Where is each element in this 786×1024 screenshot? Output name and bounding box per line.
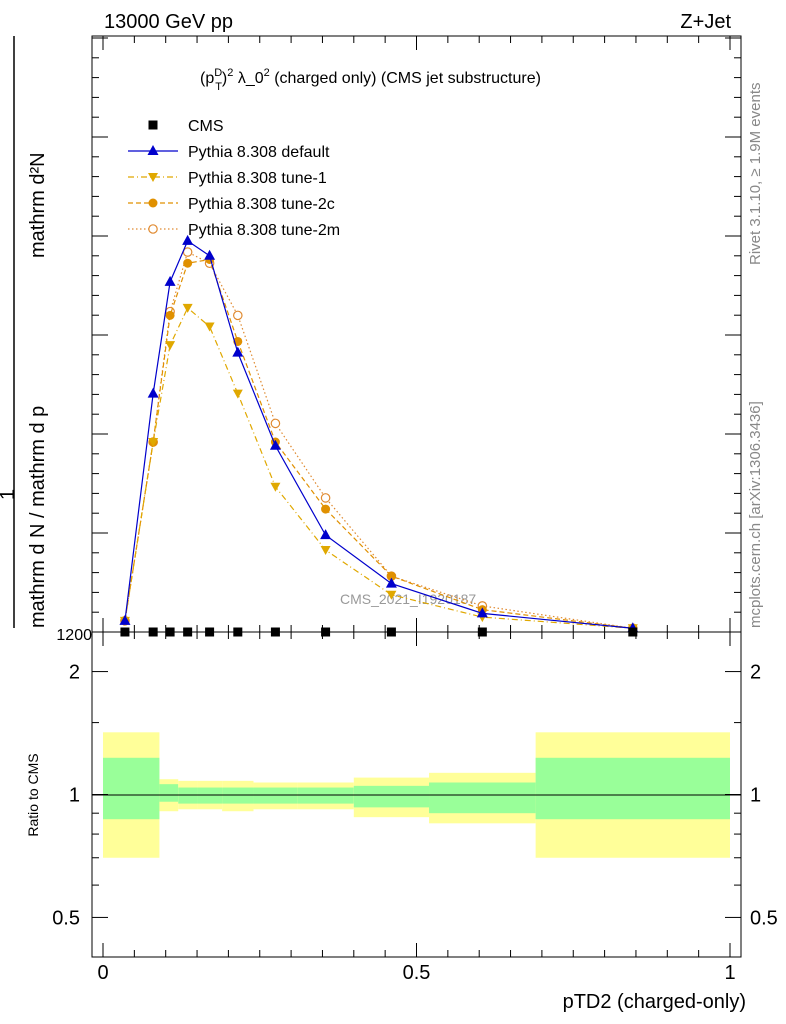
series-layer: [119, 234, 639, 637]
main-ylabel: mathrm d²N 1 mathrm d N / mathrm d p: [0, 36, 49, 628]
series-line: [124, 251, 633, 629]
data-point: [270, 482, 281, 492]
ratio-stat-band: [535, 757, 730, 820]
series-line: [124, 239, 633, 629]
x-tick-label: 0.5: [403, 962, 431, 984]
ratio-ticks: 0.5 0.5 1 1 2 2 0 0.5 1: [52, 631, 778, 984]
ratio-bands: [103, 732, 730, 858]
x-axis-label: pTD2 (charged-only): [563, 991, 746, 1013]
data-point: [182, 234, 194, 245]
ratio-stat-band: [222, 787, 254, 804]
data-point: [269, 439, 281, 450]
legend-label: Pythia 8.308 tune-1: [188, 170, 327, 187]
ratio-y-tick-label: 2: [69, 662, 80, 684]
data-point: [476, 607, 488, 618]
data-point: [204, 322, 215, 332]
data-point: [321, 504, 331, 514]
data-point: [148, 438, 159, 448]
data-point: [147, 387, 159, 398]
series-line: [124, 258, 633, 629]
series-line: [124, 306, 633, 629]
ratio-y-tick-label-right: 2: [750, 662, 761, 684]
legend-marker: [148, 224, 158, 234]
ylabel-bottom: mathrm d N / mathrm d p: [27, 406, 49, 628]
rivet-label: Rivet 3.1.10, ≥ 1.9M events: [747, 83, 764, 266]
data-point: [204, 249, 216, 260]
ratio-y-tick-label: 1: [69, 785, 80, 807]
ratio-y-tick-label: 0.5: [52, 907, 80, 929]
data-point: [386, 590, 397, 600]
ratio-stat-band: [159, 784, 179, 802]
legend-entry: Pythia 8.308 tune-1: [128, 170, 327, 187]
mcplots-label: mcplots.cern.ch [arXiv:1306.3436]: [747, 401, 764, 628]
data-point: [386, 571, 396, 581]
data-point: [320, 493, 331, 503]
data-point: [183, 258, 193, 268]
x-tick-label: 1: [724, 962, 735, 984]
series-pythia-8-308-tune-2c: [120, 255, 638, 633]
data-point: [164, 275, 176, 286]
legend: CMS Pythia 8.308 default Pythia 8.308 tune…: [128, 118, 340, 239]
plot-title: (pD T)2 λ_02 (charged only) (CMS jet subs…: [200, 67, 541, 93]
legend-entry: Pythia 8.308 tune-2c: [128, 196, 335, 213]
y-tick-label-main: 1200: [56, 627, 92, 644]
legend-label: Pythia 8.308 tune-2c: [188, 196, 335, 213]
ratio-y-tick-label-right: 0.5: [750, 907, 778, 929]
ratio-stat-band: [353, 785, 430, 808]
data-point: [119, 614, 131, 625]
data-point: [165, 341, 176, 351]
legend-entry: Pythia 8.308 tune-2m: [128, 222, 340, 239]
ratio-stat-band: [178, 787, 198, 804]
legend-marker: [147, 145, 159, 155]
data-point: [320, 529, 332, 540]
legend-label: Pythia 8.308 tune-2m: [188, 222, 340, 239]
main-ticks: [92, 36, 741, 633]
ylabel-one: 1: [0, 489, 19, 500]
ratio-y-tick-label-right: 1: [750, 785, 761, 807]
legend-label: CMS: [188, 118, 224, 135]
legend-marker: [148, 173, 158, 182]
header-left: 13000 GeV pp: [104, 11, 233, 33]
data-point: [385, 577, 397, 588]
legend-label: Pythia 8.308 default: [188, 144, 330, 161]
data-point: [320, 546, 331, 556]
legend-marker: [148, 120, 158, 130]
series-pythia-8-308-default: [119, 234, 639, 633]
legend-marker: [148, 198, 158, 208]
data-point: [232, 389, 243, 399]
ratio-stat-band: [297, 787, 354, 804]
data-point: [270, 418, 281, 429]
data-point: [233, 310, 243, 321]
data-point: [165, 310, 175, 320]
legend-entry: Pythia 8.308 default: [128, 144, 330, 161]
ratio-ylabel: Ratio to CMS: [25, 753, 41, 836]
ylabel-top: mathrm d²N: [27, 152, 49, 258]
legend-entry: CMS: [148, 118, 224, 135]
series-pythia-8-308-tune-1: [119, 303, 638, 634]
ratio-stat-band: [103, 757, 160, 820]
ratio-stat-band: [197, 787, 223, 804]
header-right: Z+Jet: [680, 11, 731, 33]
ratio-stat-band: [429, 782, 536, 814]
data-point: [182, 303, 193, 313]
ratio-stat-band: [253, 787, 298, 804]
data-point: [232, 346, 244, 357]
x-tick-label: 0: [97, 962, 108, 984]
